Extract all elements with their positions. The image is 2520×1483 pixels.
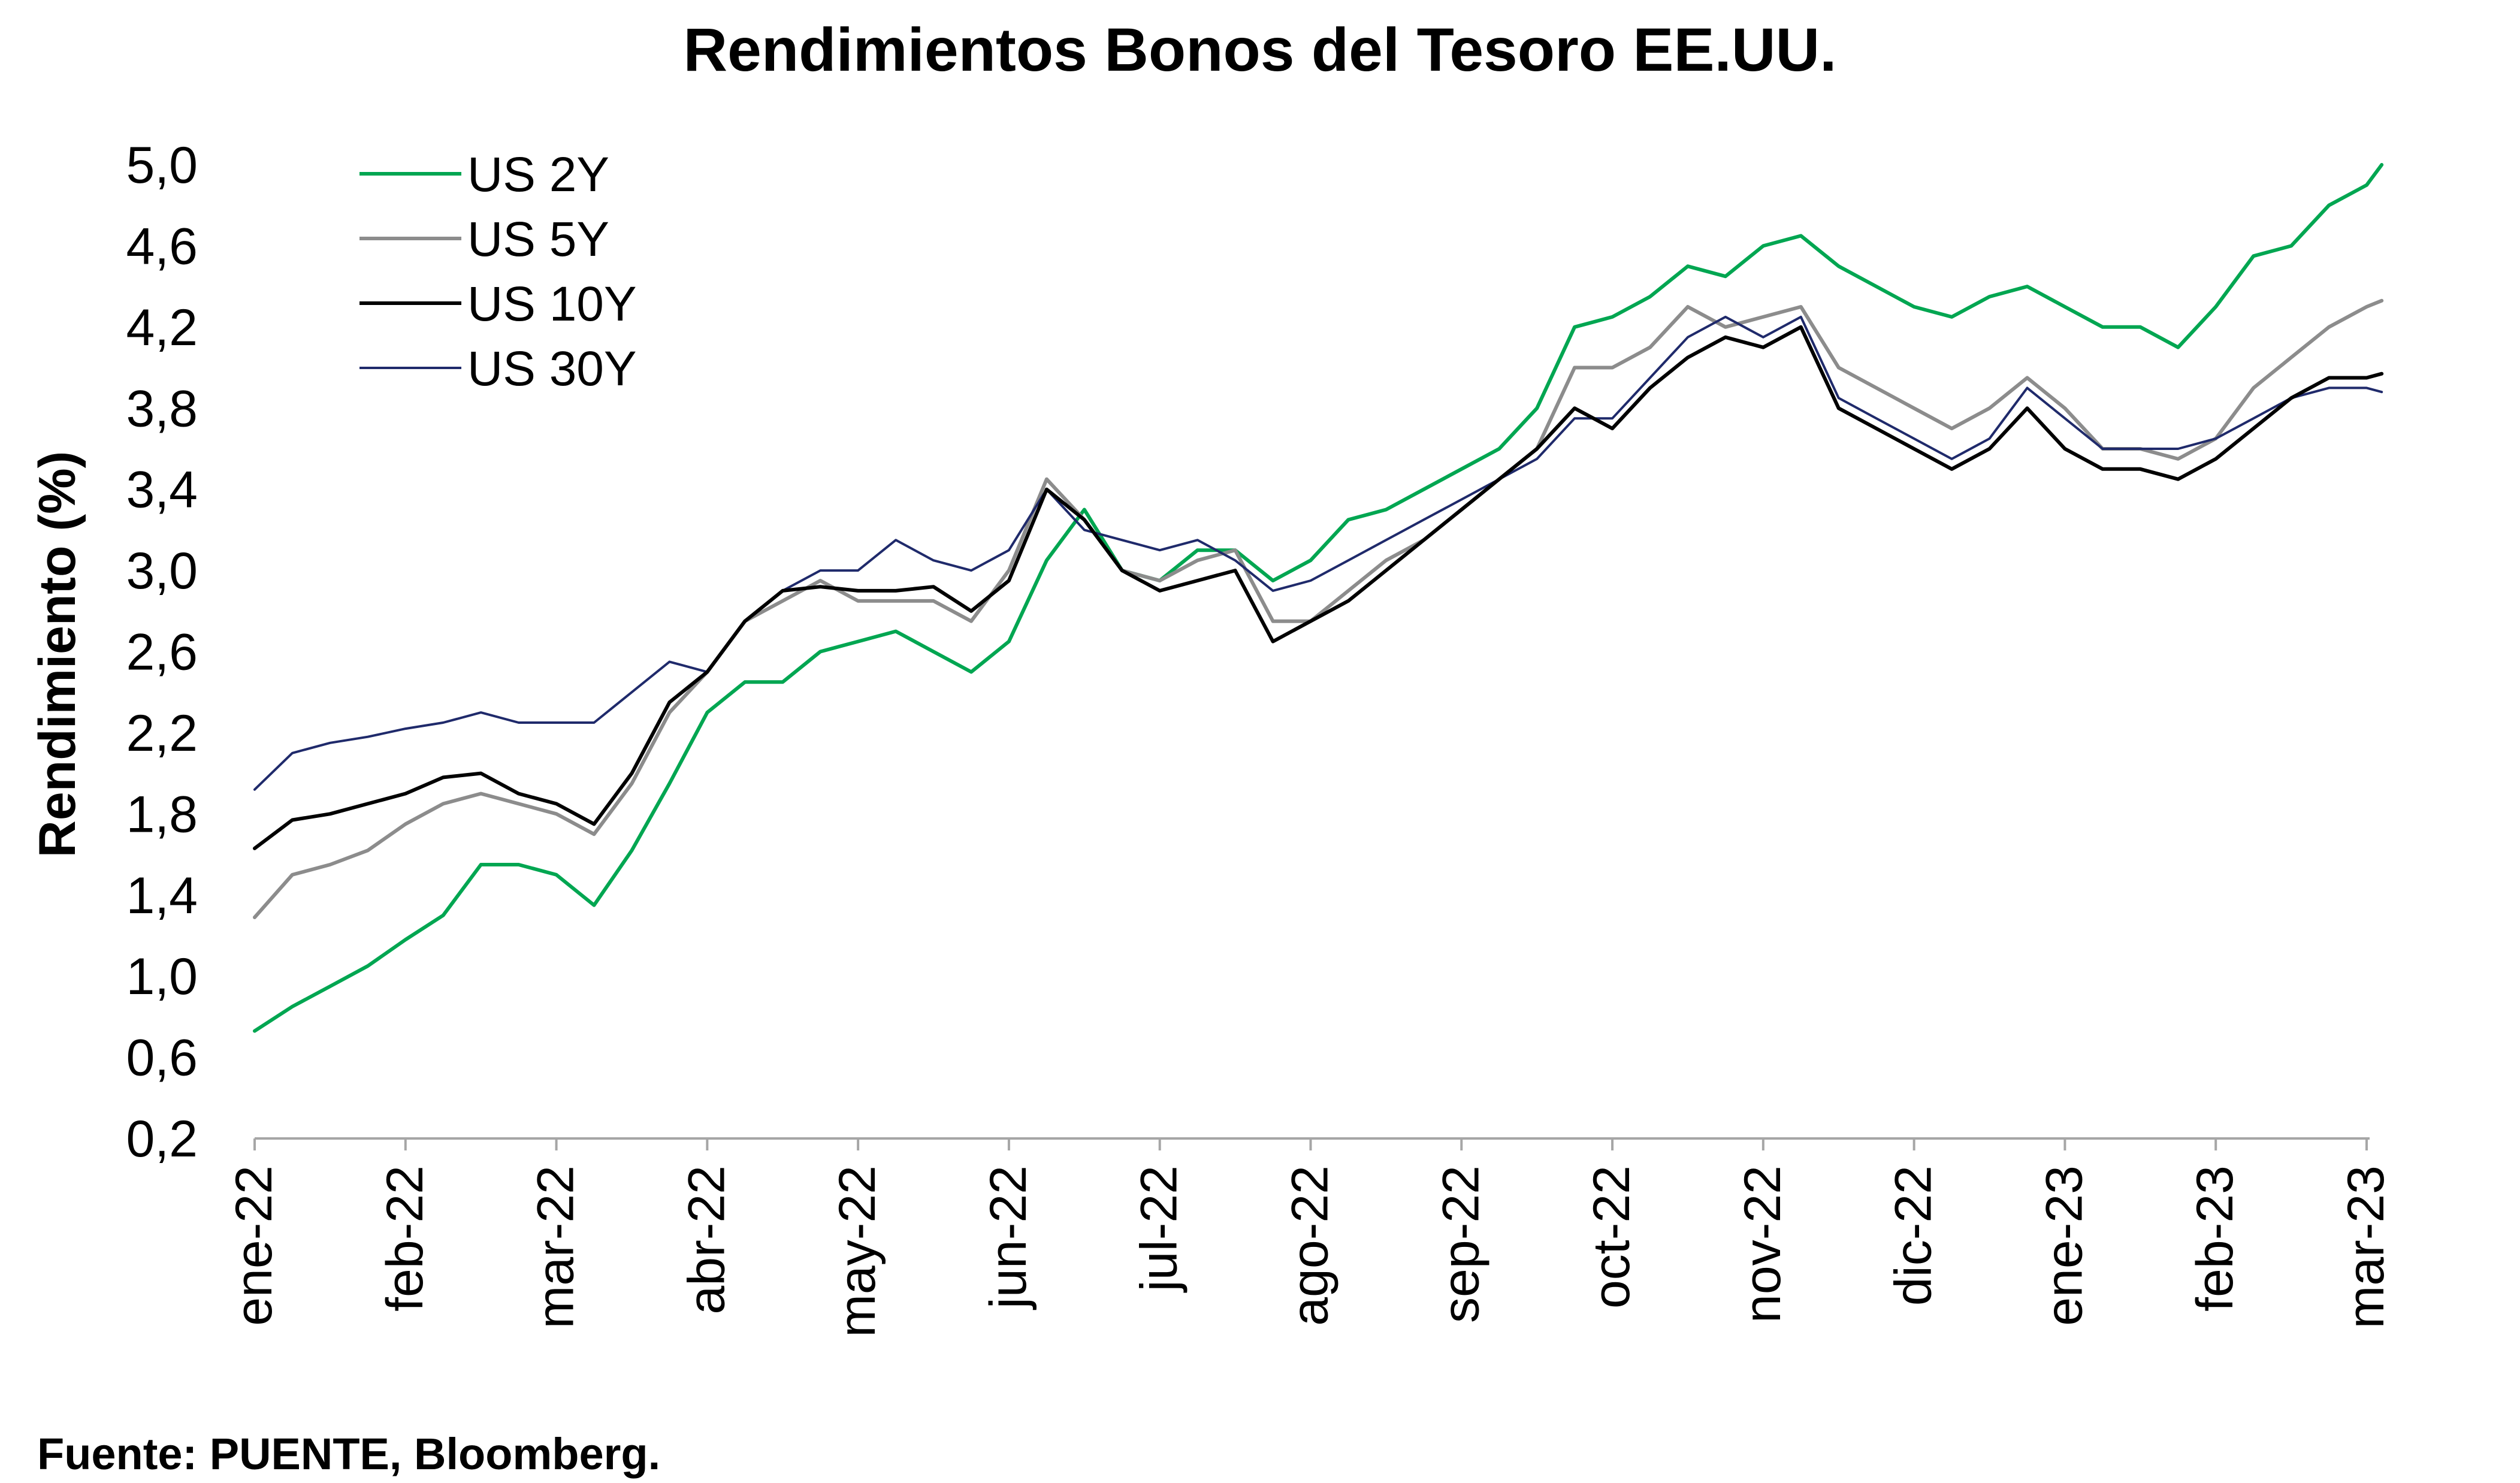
legend-label: US 5Y <box>467 212 609 267</box>
x-tick-label: jun-22 <box>980 1165 1037 1310</box>
x-tick-label: dic-22 <box>1885 1165 1942 1306</box>
x-tick-label: mar-23 <box>2337 1165 2395 1328</box>
legend-label: US 2Y <box>467 147 609 202</box>
series-line-us-30y <box>253 315 2383 791</box>
y-tick-label: 1,8 <box>126 786 198 843</box>
x-tick-label: feb-23 <box>2186 1165 2244 1312</box>
y-tick-label: 4,6 <box>126 218 198 275</box>
x-tick-label: sep-22 <box>1432 1165 1489 1323</box>
legend: US 2Y US 5Y US 10Y US 30Y <box>359 147 637 396</box>
y-tick-label: 0,6 <box>126 1029 198 1087</box>
series-line-us-10y <box>253 325 2384 850</box>
y-tick-label: 2,6 <box>126 624 198 681</box>
x-tick-label: ene-22 <box>225 1165 283 1326</box>
y-tick-label: 1,0 <box>126 948 198 1005</box>
x-tick-label: abr-22 <box>678 1165 735 1315</box>
y-tick-label: 2,2 <box>126 705 198 762</box>
x-tick-label: mar-22 <box>527 1165 585 1328</box>
series-lines <box>253 163 2384 1033</box>
series-line-us-5y <box>253 298 2384 919</box>
x-axis: ene-22 feb-22 mar-22 abr-22 may-22 jun-22 jul-… <box>225 1137 2395 1337</box>
x-tick-label: oct-22 <box>1583 1165 1640 1309</box>
x-tick-label: nov-22 <box>1734 1165 1791 1323</box>
x-tick-label: jul-22 <box>1131 1165 1188 1293</box>
y-tick-label: 3,8 <box>126 380 198 437</box>
y-tick-label: 5,0 <box>126 137 198 194</box>
y-axis: 5,0 4,6 4,2 3,8 3,4 3,0 2,6 2,2 1,8 1,4 1,0 0,6 0,2 <box>126 137 198 1168</box>
y-tick-label: 3,0 <box>126 542 198 600</box>
x-tick-label: feb-22 <box>376 1165 434 1312</box>
y-tick-label: 1,4 <box>126 867 198 925</box>
y-tick-label: 0,2 <box>126 1110 198 1168</box>
y-tick-label: 4,2 <box>126 299 198 357</box>
x-tick-label: may-22 <box>829 1165 886 1337</box>
chart-title: Rendimientos Bonos del Tesoro EE.UU. <box>683 16 1836 84</box>
x-tick-label: ago-22 <box>1282 1165 1339 1326</box>
x-tick-label: ene-23 <box>2035 1165 2093 1326</box>
series-line-us-2y <box>253 163 2384 1033</box>
source-note: Fuente: PUENTE, Bloomberg. <box>37 1429 660 1479</box>
y-tick-label: 3,4 <box>126 461 198 519</box>
y-axis-label: Rendimiento (%) <box>29 451 86 857</box>
legend-label: US 30Y <box>467 342 637 396</box>
legend-label: US 10Y <box>467 277 637 331</box>
